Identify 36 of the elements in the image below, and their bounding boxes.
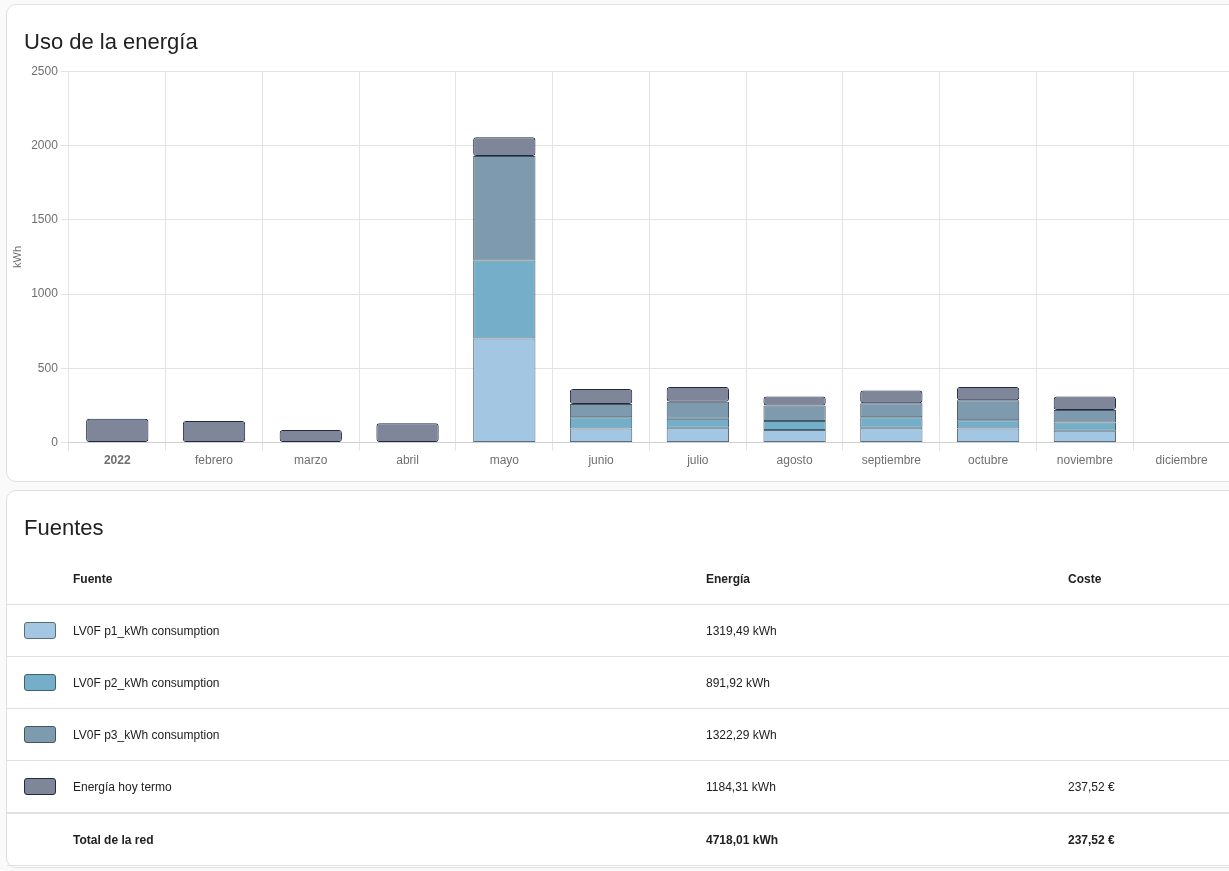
- x-tick-label: 2022: [103, 453, 131, 468]
- x-tick-label: septiembre: [861, 453, 922, 468]
- y-tick-label: 0: [51, 434, 59, 449]
- x-tick-label: abril: [396, 453, 419, 468]
- chart-title: Uso de la energía: [24, 29, 198, 55]
- x-tick-label: noviembre: [1056, 453, 1114, 468]
- legend-label: LV0F p2_kWh consumption: [73, 656, 706, 709]
- legend-title: Fuentes: [24, 515, 104, 541]
- y-tick-label: 2500: [31, 63, 59, 78]
- x-tick-label: agosto: [776, 453, 813, 468]
- text: 1184,31 kWh: [706, 760, 1068, 813]
- y-tick-label: 500: [37, 360, 59, 375]
- text: 237,52 €: [1068, 813, 1229, 866]
- y-tick-label: 1500: [31, 212, 59, 227]
- y-tick-label: 1000: [31, 286, 59, 301]
- text: 1322,29 kWh: [706, 708, 1068, 761]
- x-tick-label: febrero: [195, 453, 234, 468]
- x-tick-label: octubre: [968, 453, 1009, 468]
- text: Energía: [706, 553, 1068, 605]
- legend-label: LV0F p1_kWh consumption: [73, 604, 706, 657]
- x-tick-label: marzo: [294, 453, 328, 468]
- x-tick-label: junio: [587, 453, 615, 468]
- text: 1319,49 kWh: [706, 604, 1068, 657]
- text: Coste: [1068, 553, 1229, 605]
- x-tick-label: diciembre: [1155, 453, 1208, 468]
- x-tick-label: julio: [686, 453, 709, 468]
- text: 4718,01 kWh: [706, 813, 1068, 866]
- y-axis-title: kWh: [10, 245, 23, 268]
- legend-label: LV0F p3_kWh consumption: [73, 708, 706, 761]
- x-tick-label: mayo: [489, 453, 520, 468]
- legend-label: Energía hoy termo: [73, 760, 706, 813]
- y-tick-label: 2000: [31, 137, 59, 152]
- text: Total de la red: [73, 813, 706, 866]
- text: Fuente: [73, 553, 706, 605]
- text: 891,92 kWh: [706, 656, 1068, 709]
- text: 237,52 €: [1068, 760, 1229, 813]
